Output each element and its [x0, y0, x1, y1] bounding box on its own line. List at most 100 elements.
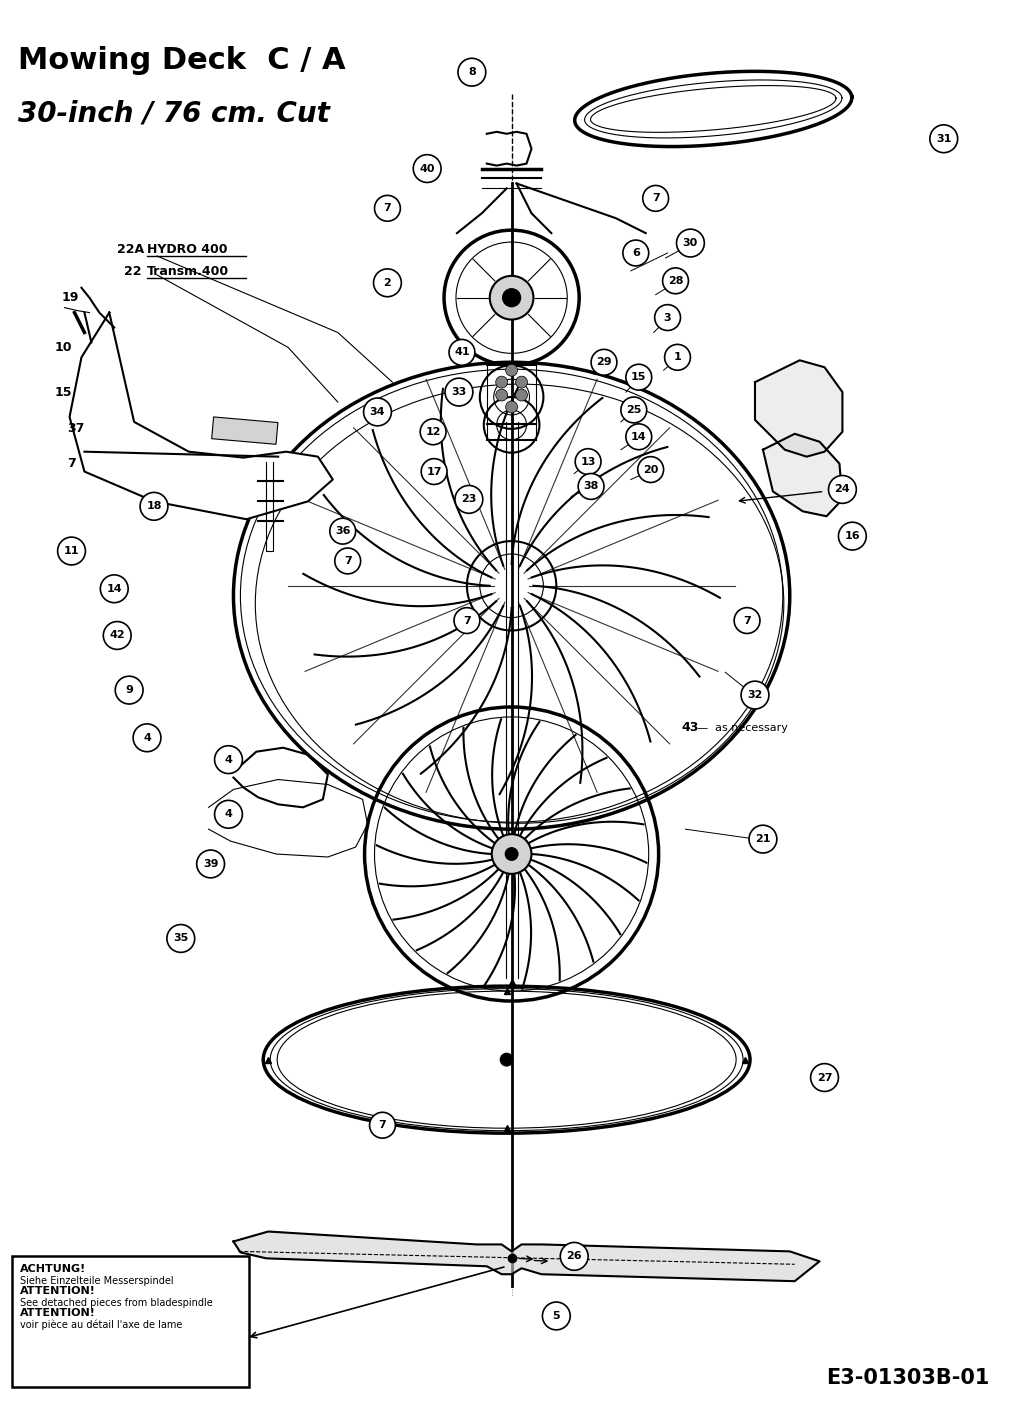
Text: 11: 11: [64, 546, 79, 556]
Circle shape: [621, 396, 647, 423]
Circle shape: [420, 419, 446, 444]
Text: 7: 7: [384, 203, 391, 213]
Circle shape: [369, 1112, 395, 1139]
Text: 29: 29: [596, 357, 612, 367]
Circle shape: [140, 492, 168, 521]
Text: 7: 7: [344, 556, 352, 566]
Circle shape: [643, 185, 669, 212]
Circle shape: [116, 676, 143, 704]
Text: ATTENTION!: ATTENTION!: [20, 1308, 96, 1318]
Text: 16: 16: [844, 531, 860, 542]
Circle shape: [638, 457, 664, 483]
Circle shape: [838, 522, 866, 550]
Circle shape: [930, 124, 958, 152]
Text: —  as necessary: — as necessary: [698, 722, 788, 732]
Circle shape: [575, 449, 601, 474]
Text: 38: 38: [583, 481, 599, 491]
Text: ACHTUNG!: ACHTUNG!: [20, 1264, 86, 1274]
Circle shape: [215, 800, 243, 828]
Circle shape: [503, 289, 520, 306]
Circle shape: [560, 1243, 588, 1270]
Text: 22A: 22A: [118, 243, 144, 255]
Text: 4: 4: [225, 755, 232, 765]
Circle shape: [100, 574, 128, 602]
Circle shape: [495, 377, 508, 388]
Polygon shape: [755, 360, 842, 457]
Text: 35: 35: [173, 934, 189, 944]
Text: 31: 31: [936, 134, 952, 144]
Text: 30: 30: [683, 238, 698, 248]
Circle shape: [543, 1302, 571, 1329]
Circle shape: [677, 229, 704, 257]
Text: 7: 7: [652, 193, 659, 203]
Circle shape: [591, 350, 617, 375]
Text: 37: 37: [67, 422, 85, 436]
Text: 8: 8: [467, 68, 476, 78]
Circle shape: [516, 377, 527, 388]
Circle shape: [490, 275, 534, 319]
Circle shape: [445, 378, 473, 406]
Circle shape: [455, 485, 483, 514]
Circle shape: [374, 270, 401, 296]
Text: E3-01303B-01: E3-01303B-01: [827, 1369, 990, 1388]
Text: 12: 12: [425, 426, 441, 437]
Text: 39: 39: [203, 859, 219, 869]
Text: 30-inch / 76 cm. Cut: 30-inch / 76 cm. Cut: [18, 99, 330, 127]
Text: 7: 7: [463, 615, 471, 625]
Text: Mowing Deck  C / A: Mowing Deck C / A: [18, 47, 346, 75]
Text: 28: 28: [668, 275, 683, 286]
Circle shape: [197, 849, 225, 878]
Circle shape: [506, 401, 518, 413]
Circle shape: [810, 1064, 838, 1092]
Circle shape: [103, 622, 131, 649]
Circle shape: [663, 268, 688, 293]
Text: 4: 4: [143, 732, 151, 742]
Circle shape: [454, 608, 480, 634]
Text: 19: 19: [62, 291, 79, 305]
Text: 25: 25: [626, 405, 642, 415]
Text: 7: 7: [743, 615, 751, 625]
FancyBboxPatch shape: [12, 1256, 250, 1387]
Text: 13: 13: [580, 457, 595, 467]
Circle shape: [749, 825, 777, 854]
Circle shape: [334, 547, 360, 574]
Text: 3: 3: [664, 313, 672, 323]
Circle shape: [375, 195, 400, 222]
Text: 15: 15: [632, 373, 646, 382]
Circle shape: [505, 847, 518, 861]
Text: 32: 32: [747, 690, 763, 700]
Text: 5: 5: [552, 1311, 560, 1321]
Text: 22: 22: [124, 265, 141, 278]
Text: 14: 14: [106, 584, 122, 594]
Circle shape: [625, 364, 651, 389]
Text: 20: 20: [643, 464, 658, 474]
Text: 17: 17: [426, 467, 442, 477]
Text: 40: 40: [419, 164, 434, 174]
Text: voir pièce au détail l'axe de lame: voir pièce au détail l'axe de lame: [20, 1319, 183, 1331]
Text: 2: 2: [384, 278, 391, 288]
Circle shape: [578, 474, 604, 499]
Text: 15: 15: [55, 385, 72, 398]
Text: 18: 18: [147, 501, 162, 511]
Text: 34: 34: [369, 406, 385, 416]
Text: 1: 1: [674, 353, 681, 363]
Circle shape: [58, 538, 86, 564]
Text: 42: 42: [109, 631, 125, 641]
Circle shape: [449, 340, 475, 365]
Text: See detached pieces from bladespindle: See detached pieces from bladespindle: [20, 1298, 213, 1308]
Circle shape: [654, 305, 680, 330]
Circle shape: [506, 364, 518, 377]
Circle shape: [734, 608, 760, 634]
Text: 36: 36: [335, 526, 351, 536]
Circle shape: [491, 834, 531, 873]
Text: 23: 23: [461, 494, 477, 504]
Text: HYDRO 400: HYDRO 400: [147, 243, 227, 255]
Text: ATTENTION!: ATTENTION!: [20, 1287, 96, 1297]
Circle shape: [167, 924, 195, 952]
Text: 7: 7: [67, 457, 76, 470]
Text: 43: 43: [681, 721, 699, 734]
Circle shape: [623, 240, 649, 265]
Polygon shape: [233, 1232, 819, 1281]
Text: 14: 14: [631, 432, 647, 442]
Circle shape: [458, 58, 486, 86]
